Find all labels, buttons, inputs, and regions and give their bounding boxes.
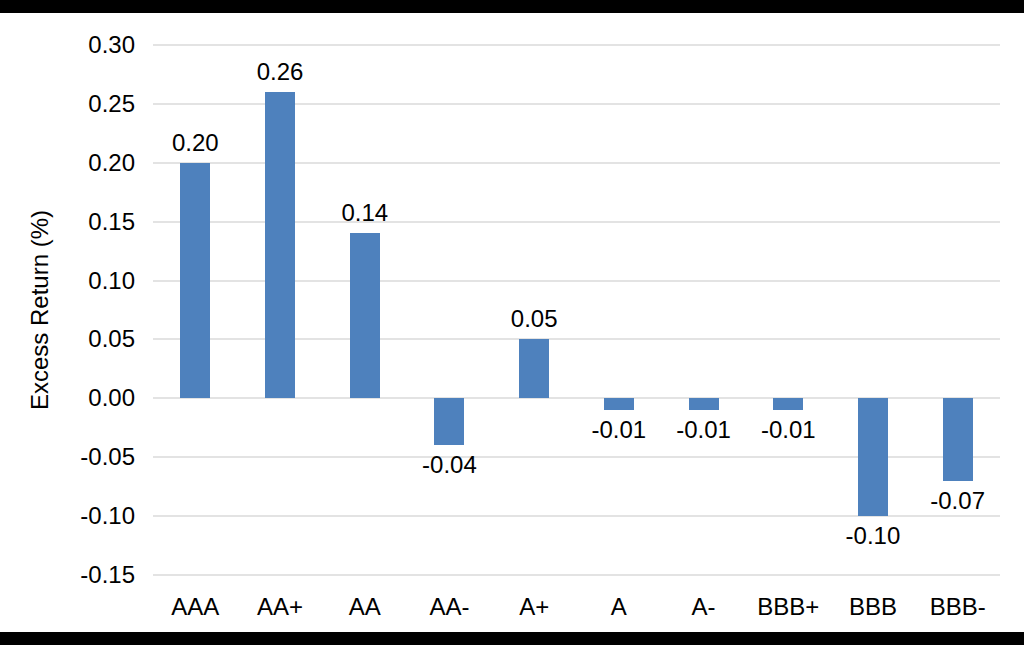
y-tick-label: 0.05 [0, 327, 135, 351]
bar-AA- [434, 398, 464, 445]
bar-value-label-BBB-: -0.07 [913, 489, 1003, 513]
bar-value-label-A+: 0.05 [489, 307, 579, 331]
x-category-label-BBB-: BBB- [915, 595, 1000, 619]
y-tick-label: -0.10 [0, 504, 135, 528]
bar-AAA [180, 163, 210, 399]
bar-value-label-AAA: 0.20 [150, 131, 240, 155]
y-tick-label: -0.15 [0, 563, 135, 587]
bar-AA+ [265, 92, 295, 398]
bar-value-label-AA+: 0.26 [235, 60, 325, 84]
y-tick-label: 0.15 [0, 210, 135, 234]
x-category-label-AA+: AA+ [238, 595, 323, 619]
bar-A- [689, 398, 719, 410]
gridline-y--0.15 [153, 574, 1000, 576]
bar-value-label-A: -0.01 [574, 418, 664, 442]
x-category-label-AAA: AAA [153, 595, 238, 619]
bar-value-label-BBB+: -0.01 [743, 418, 833, 442]
bar-value-label-BBB: -0.10 [828, 524, 918, 548]
bar-value-label-A-: -0.01 [659, 418, 749, 442]
y-tick-label: -0.05 [0, 445, 135, 469]
x-category-label-BBB+: BBB+ [746, 595, 831, 619]
x-category-label-BBB: BBB [831, 595, 916, 619]
x-category-label-A: A [577, 595, 662, 619]
x-category-label-A-: A- [661, 595, 746, 619]
y-tick-label: 0.10 [0, 269, 135, 293]
bar-AA [350, 233, 380, 398]
x-category-label-AA-: AA- [407, 595, 492, 619]
y-axis-title: Excess Return (%) [26, 210, 54, 410]
bar-value-label-AA: 0.14 [320, 201, 410, 225]
y-tick-label: 0.20 [0, 151, 135, 175]
screenshot-frame: Excess Return (%) 0.30 0.25 0.20 0.15 0.10 0.… [0, 0, 1024, 645]
y-tick-label: 0.00 [0, 386, 135, 410]
y-tick-label: 0.25 [0, 92, 135, 116]
bar-BBB [858, 398, 888, 516]
bar-A [604, 398, 634, 410]
x-category-label-AA: AA [322, 595, 407, 619]
bar-A+ [519, 339, 549, 398]
x-category-label-A+: A+ [492, 595, 577, 619]
bar-BBB- [943, 398, 973, 480]
gridline-y-0.30 [153, 44, 1000, 46]
bar-BBB+ [773, 398, 803, 410]
y-tick-label: 0.30 [0, 33, 135, 57]
bar-value-label-AA-: -0.04 [404, 453, 494, 477]
